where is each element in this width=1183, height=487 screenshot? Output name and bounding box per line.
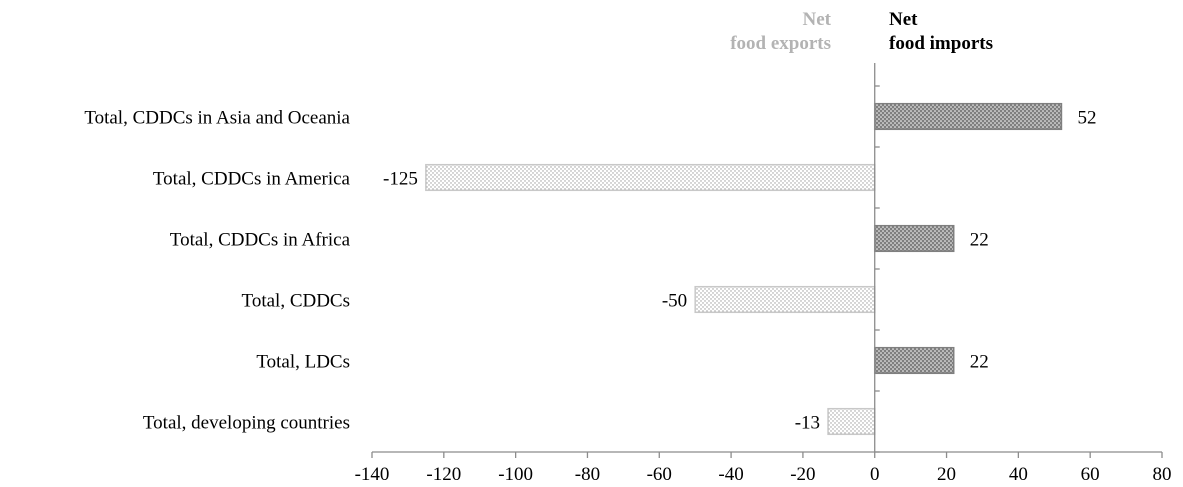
- bar-5: [873, 346, 955, 375]
- category-label-4: Total, CDDCs: [242, 291, 350, 312]
- bar-4: [694, 285, 876, 314]
- x-tick-label-5: -40: [718, 464, 743, 485]
- value-label-6: -13: [795, 413, 820, 434]
- bar-2: [425, 163, 876, 192]
- value-label-3: 22: [970, 230, 989, 251]
- x-tick-label-4: -60: [647, 464, 672, 485]
- category-label-6: Total, developing countries: [143, 413, 350, 434]
- x-tick-label-2: -100: [498, 464, 533, 485]
- x-tick-label-10: 60: [1081, 464, 1100, 485]
- value-label-5: 22: [970, 352, 989, 373]
- legend-exports-line1: Net: [802, 9, 831, 30]
- x-tick-label-1: -120: [426, 464, 461, 485]
- x-tick-label-6: -20: [790, 464, 815, 485]
- x-tick-label-3: -80: [575, 464, 600, 485]
- category-label-3: Total, CDDCs in Africa: [170, 230, 351, 251]
- legend-net-food-exports: Net food exports: [730, 8, 831, 56]
- bar-1: [873, 102, 1063, 131]
- x-tick-label-8: 20: [937, 464, 956, 485]
- category-label-1: Total, CDDCs in Asia and Oceania: [84, 108, 350, 129]
- legend-net-food-imports: Net food imports: [889, 8, 993, 56]
- category-label-5: Total, LDCs: [256, 352, 350, 373]
- category-label-2: Total, CDDCs in America: [153, 169, 351, 190]
- legend-exports-line2: food exports: [730, 33, 831, 54]
- x-tick-label-9: 40: [1009, 464, 1028, 485]
- x-tick-label-11: 80: [1153, 464, 1172, 485]
- bar-6: [827, 407, 876, 436]
- value-label-4: -50: [662, 291, 687, 312]
- value-label-2: -125: [383, 169, 418, 190]
- legend-imports-line1: Net: [889, 9, 918, 30]
- bar-3: [873, 224, 955, 253]
- value-label-1: 52: [1077, 108, 1096, 129]
- x-tick-label-7: 0: [870, 464, 880, 485]
- x-tick-label-0: -140: [355, 464, 390, 485]
- legend-imports-line2: food imports: [889, 33, 993, 54]
